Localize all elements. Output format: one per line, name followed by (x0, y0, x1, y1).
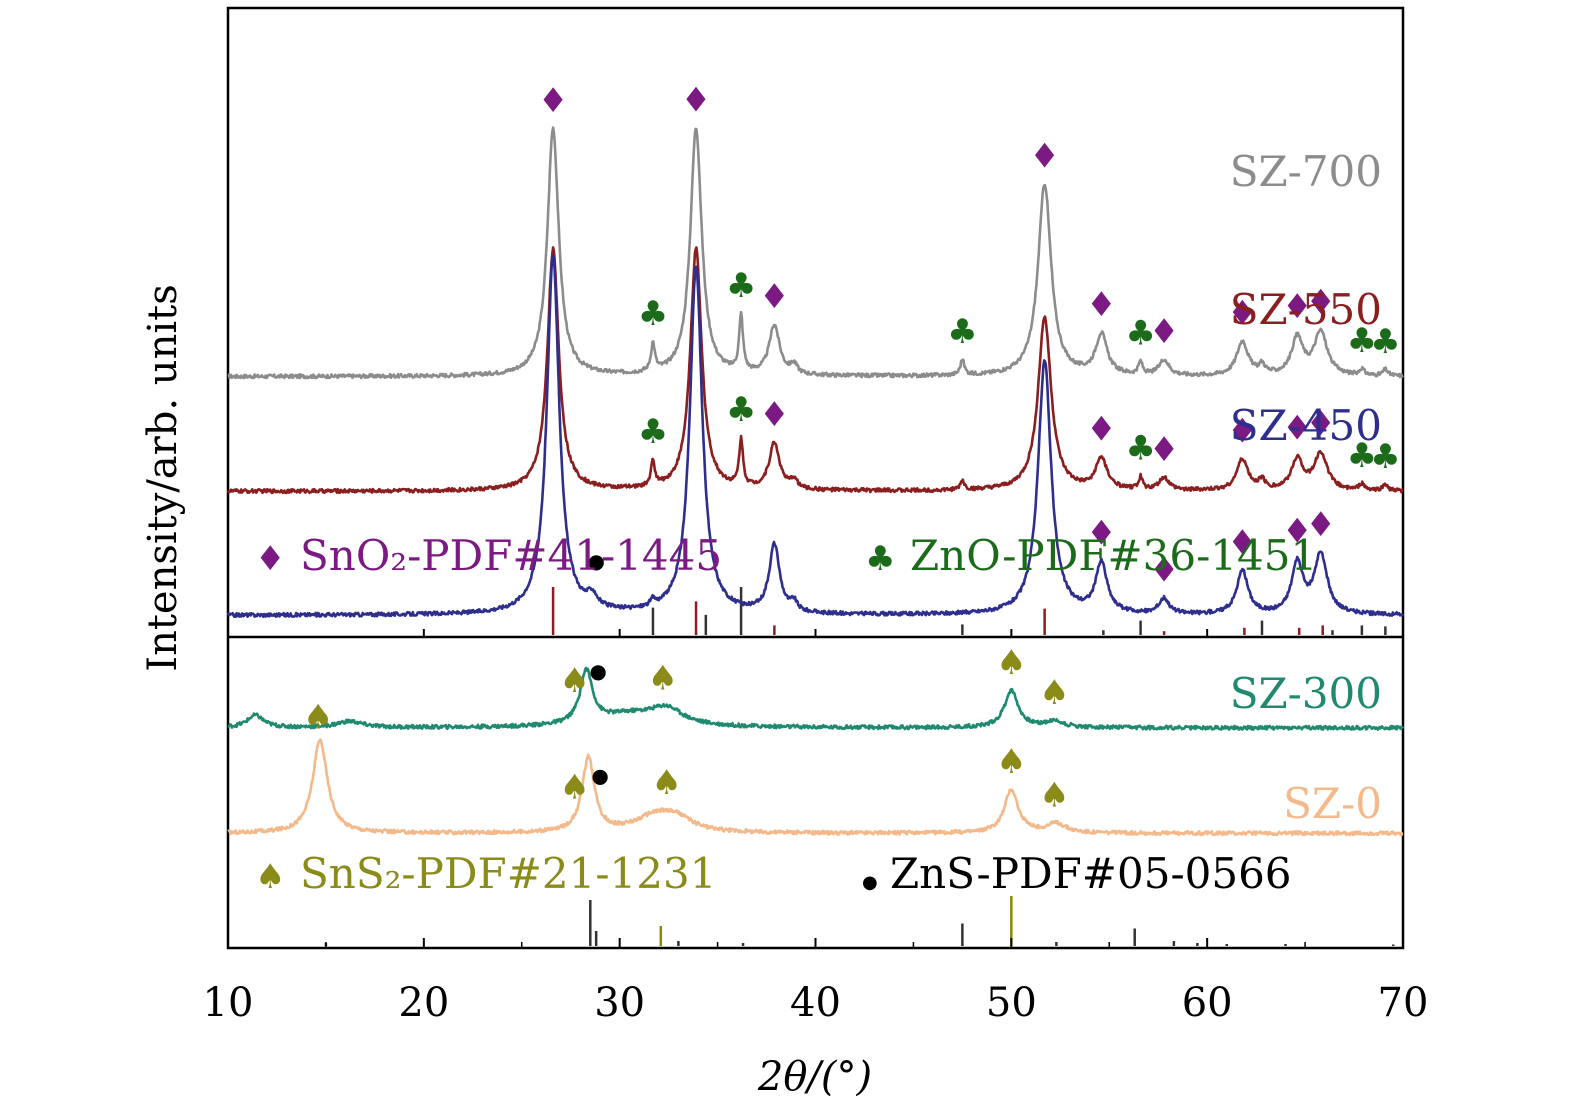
curve-sz-300 (227, 666, 1405, 731)
series-label: SZ-300 (1230, 669, 1382, 718)
curve-sz-700 (227, 126, 1404, 380)
xrd-curves (226, 126, 1405, 837)
phase-legends: ♦ SnO₂-PDF#41-1445 ♣ ZnO-PDF#36-1451 ♠ SnS₂-P… (255, 531, 1317, 898)
peak-marker: ♣ (638, 412, 668, 452)
legend-symbol: ♦ (255, 539, 285, 579)
peak-marker: ● (589, 659, 606, 683)
x-axis-label: 2θ/(°) (757, 1054, 872, 1100)
peak-marker: ♣ (1347, 321, 1377, 361)
legend-label: ZnO-PDF#36-1451 (910, 531, 1317, 580)
legend-symbol: ● (862, 872, 878, 893)
peak-marker: ♣ (1125, 313, 1155, 353)
series-labels: SZ-700 SZ-550 SZ-450 SZ-300 SZ-0 (1230, 147, 1382, 828)
curve-sz-450 (226, 254, 1405, 618)
peak-marker: ♣ (726, 390, 756, 430)
x-tick-label: 60 (1182, 980, 1233, 1026)
series-label: SZ-550 (1230, 285, 1382, 334)
peak-marker: ♦ (1149, 430, 1179, 470)
peak-marker: ♦ (759, 395, 789, 435)
peak-marker: ♦ (1227, 294, 1257, 334)
x-tick-label: 20 (398, 980, 449, 1026)
x-tick-label: 30 (594, 980, 645, 1026)
peak-marker: ♦ (1227, 412, 1257, 452)
y-axis-label: Intensity/arb. units (140, 284, 186, 671)
plot-frame (226, 6, 1405, 950)
peak-marker: ♠ (651, 763, 681, 803)
peak-markers: ♦ ♦♦♣♣ ♦♣♦♣♦ ♦ ♦♦♣♣♣♣ ♦ ♦ ♣♦ ♦ ♦♦♣♣●♦♦♦ ♦♦♠ ● ♠ ♠♠♠♠ ●… (303, 80, 1401, 815)
peak-marker: ♠ (648, 658, 678, 698)
peak-marker: ♦ (1086, 285, 1116, 325)
curve-sz-0 (227, 738, 1404, 837)
peak-marker: ♣ (726, 266, 756, 306)
peak-marker: ♣ (1347, 436, 1377, 476)
legend-symbol: ♣ (865, 539, 895, 579)
peak-marker: ♦ (1086, 513, 1116, 553)
peak-marker: ♦ (538, 81, 568, 121)
plot-border (226, 6, 1405, 950)
peak-marker: ♦ (759, 277, 789, 317)
curve-sz-550 (226, 246, 1404, 495)
peak-marker: ♦ (1282, 409, 1312, 449)
reference-sticks (324, 587, 1395, 946)
series-label: SZ-450 (1230, 401, 1382, 450)
peak-marker: ♣ (947, 312, 977, 352)
legend-label: SnO₂-PDF#41-1445 (300, 531, 722, 580)
series-label: SZ-700 (1230, 147, 1382, 196)
peak-marker: ♦ (1149, 312, 1179, 352)
peak-marker: ♦ (1086, 410, 1116, 450)
peak-marker: ♠ (559, 661, 589, 701)
peak-marker: ♣ (1125, 429, 1155, 469)
peak-marker: ● (591, 764, 608, 788)
peak-marker: ♦ (1282, 512, 1312, 552)
peak-marker: ♣ (1370, 322, 1400, 362)
peak-marker: ♦ (1306, 505, 1336, 545)
legend-label: SnS₂-PDF#21-1231 (300, 849, 716, 898)
peak-marker: ♠ (996, 742, 1026, 782)
peak-marker: ♠ (996, 643, 1026, 683)
peak-marker: ♦ (1227, 523, 1257, 563)
x-tick-label: 40 (790, 980, 841, 1026)
peak-marker: ♦ (1306, 283, 1336, 323)
axes: Intensity/arb. units 2θ/(°) 10 20 30 40 50 60… (140, 284, 1428, 1100)
x-tick-label: 50 (986, 980, 1037, 1026)
peak-marker: ♦ (681, 80, 711, 120)
series-label: SZ-0 (1283, 779, 1382, 828)
peak-marker: ● (587, 549, 604, 573)
peak-marker: ♦ (1029, 136, 1059, 176)
peak-marker: ♠ (1039, 776, 1069, 816)
legend-label: ZnS-PDF#05-0566 (890, 849, 1292, 898)
legend-symbol: ♠ (255, 857, 285, 897)
peak-marker: ♠ (559, 768, 589, 808)
x-tick-label: 10 (203, 980, 254, 1026)
x-tick-label: 70 (1378, 980, 1429, 1026)
peak-marker: ♣ (1370, 437, 1400, 477)
peak-marker: ♣ (638, 294, 668, 334)
peak-marker: ♦ (1306, 404, 1336, 444)
peak-marker: ♦ (1149, 550, 1179, 590)
peak-marker: ♠ (303, 697, 333, 737)
peak-marker: ♦ (1282, 287, 1312, 327)
peak-marker: ♠ (1039, 673, 1069, 713)
